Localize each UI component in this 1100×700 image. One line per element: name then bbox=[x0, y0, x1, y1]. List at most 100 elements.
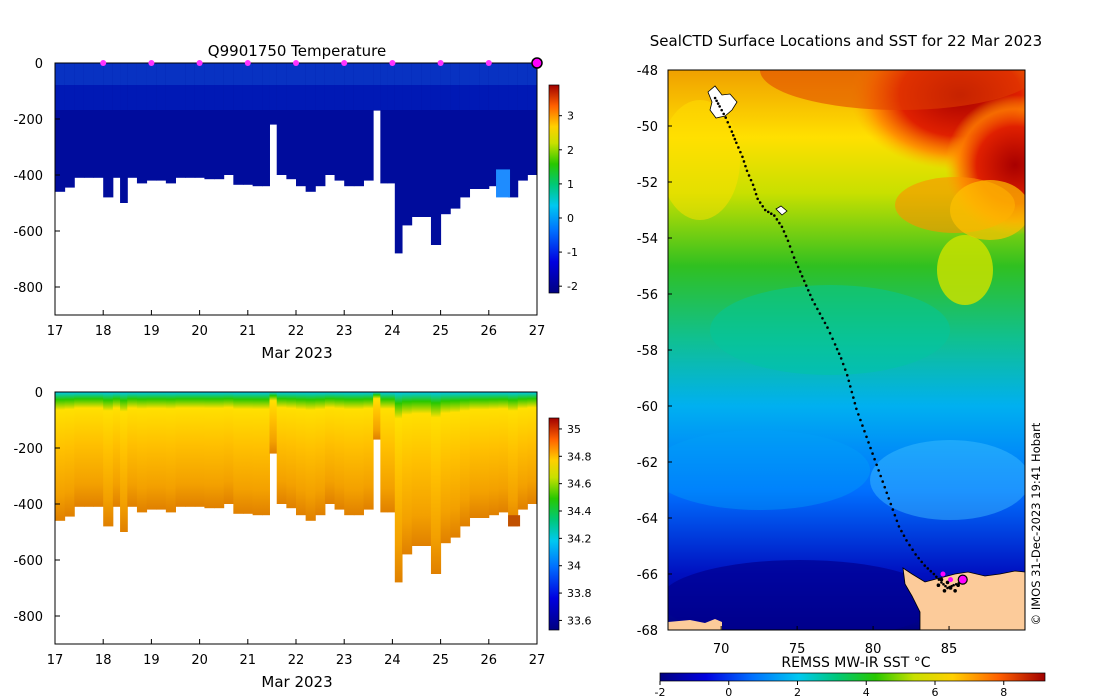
temperature-profile bbox=[165, 63, 176, 184]
track-point bbox=[867, 441, 870, 444]
temperature-surface-layer bbox=[233, 63, 244, 85]
temperature-profile-column bbox=[252, 63, 263, 187]
temperature-subsurface-layer bbox=[120, 85, 128, 110]
track-point bbox=[773, 214, 776, 217]
temperature-profile bbox=[394, 63, 403, 254]
temperature-subsurface-layer bbox=[55, 85, 66, 110]
temperature-surface-layer bbox=[214, 63, 225, 85]
temperature-profile bbox=[537, 63, 542, 169]
temperature-profile bbox=[334, 63, 345, 181]
sst-colorbar-tick-label: 6 bbox=[932, 686, 939, 699]
track-point bbox=[728, 125, 732, 129]
temperature-profile-column bbox=[305, 63, 316, 192]
track-point bbox=[747, 174, 751, 177]
temperature-surface-layer bbox=[269, 63, 278, 85]
temperature-profile bbox=[450, 63, 461, 209]
salinity-profile-column bbox=[344, 392, 355, 516]
map-x-tick-label: 70 bbox=[713, 642, 730, 657]
track-point bbox=[744, 164, 747, 168]
temperature-subsurface-layer bbox=[380, 85, 389, 110]
track-point bbox=[775, 218, 779, 221]
temperature-profile bbox=[74, 63, 85, 178]
temperature-profile bbox=[324, 63, 336, 175]
temperature-profile-column bbox=[498, 63, 509, 184]
salinity-profile-column bbox=[411, 392, 422, 546]
temperature-surface-layer bbox=[440, 63, 451, 85]
track-point bbox=[908, 543, 911, 547]
profile-markers bbox=[100, 57, 543, 69]
temperature-x-tick-label: 27 bbox=[529, 324, 546, 339]
temperature-profile-column bbox=[537, 63, 542, 169]
track-point bbox=[853, 401, 857, 405]
temperature-profile-column bbox=[156, 63, 167, 181]
salinity-profile-column bbox=[223, 392, 234, 504]
track-point bbox=[952, 583, 955, 587]
temperature-subsurface-layer bbox=[165, 85, 176, 110]
salinity-profile-column bbox=[498, 392, 509, 513]
temperature-profile-column bbox=[402, 63, 413, 226]
salinity-profile-column bbox=[165, 392, 176, 513]
temperature-subsurface-layer bbox=[479, 85, 490, 110]
map-y-tick-label: -60 bbox=[637, 400, 658, 415]
temperature-surface-layer bbox=[262, 63, 270, 85]
temperature-profile-column bbox=[517, 63, 528, 181]
salinity-profile-column bbox=[440, 392, 451, 544]
salinity-profile-column bbox=[120, 392, 128, 532]
map-y-tick-label: -54 bbox=[637, 232, 658, 247]
track-point bbox=[869, 446, 872, 450]
temperature-surface-layer bbox=[55, 63, 66, 85]
temperature-colorbar-ticks: 3 2 1 0 -1 -2 bbox=[559, 110, 578, 293]
salinity-y-tick-label: -400 bbox=[13, 498, 43, 513]
profile-marker bbox=[148, 60, 155, 66]
track-point bbox=[782, 230, 786, 233]
temperature-surface-layer bbox=[353, 63, 364, 85]
track-point bbox=[818, 312, 822, 315]
salinity-y-axis: 0 -200 -400 -600 -800 bbox=[13, 386, 60, 625]
track-point bbox=[895, 519, 899, 523]
salinity-profile-column bbox=[353, 392, 364, 516]
temperature-subsurface-layer bbox=[214, 85, 225, 110]
track-point bbox=[897, 525, 901, 528]
temperature-profile bbox=[421, 63, 432, 217]
temperature-profile-column bbox=[233, 63, 244, 185]
profile-marker bbox=[196, 60, 203, 66]
temperature-subsurface-layer bbox=[537, 85, 542, 110]
temperature-profile bbox=[305, 63, 316, 192]
temperature-subsurface-layer bbox=[286, 85, 297, 110]
track-point bbox=[835, 347, 839, 351]
temperature-profile-column bbox=[93, 63, 104, 178]
track-point bbox=[749, 178, 753, 182]
latest-profile-marker bbox=[531, 57, 543, 69]
salinity-colorbar-tick-label: 33.6 bbox=[567, 614, 592, 627]
salinity-y-tick-label: -800 bbox=[13, 610, 43, 625]
temperature-subsurface-layer bbox=[233, 85, 244, 110]
salinity-colorbar-tick-label: 35 bbox=[567, 423, 581, 436]
temperature-profile-column bbox=[450, 63, 461, 209]
temperature-profile bbox=[380, 63, 389, 184]
temperature-profile-column bbox=[286, 63, 297, 180]
temperature-subsurface-layer bbox=[373, 85, 381, 110]
antarctic-coastline-west bbox=[668, 619, 722, 630]
temperature-surface-layer bbox=[450, 63, 461, 85]
temperature-profile-column bbox=[223, 63, 234, 175]
track-point bbox=[848, 385, 852, 388]
temperature-profile-column bbox=[83, 63, 95, 178]
temperature-subsurface-layer bbox=[156, 85, 167, 110]
antarctic-coastline bbox=[902, 567, 1025, 630]
track-point bbox=[945, 580, 950, 585]
temperature-surface-layer bbox=[165, 63, 176, 85]
track-point bbox=[821, 316, 824, 320]
track-point bbox=[923, 564, 927, 567]
temperature-subsurface-layer bbox=[421, 85, 432, 110]
salinity-profile-column bbox=[305, 392, 316, 521]
track-point bbox=[893, 513, 897, 517]
map-y-tick-label: -68 bbox=[637, 624, 658, 639]
temperature-profile bbox=[430, 63, 442, 245]
temperature-profile-column bbox=[242, 63, 254, 185]
track-point bbox=[852, 396, 855, 399]
temperature-surface-layer bbox=[286, 63, 297, 85]
temperature-profile-column bbox=[411, 63, 422, 217]
track-point bbox=[883, 485, 887, 489]
track-point bbox=[953, 589, 957, 593]
track-point bbox=[798, 270, 802, 273]
